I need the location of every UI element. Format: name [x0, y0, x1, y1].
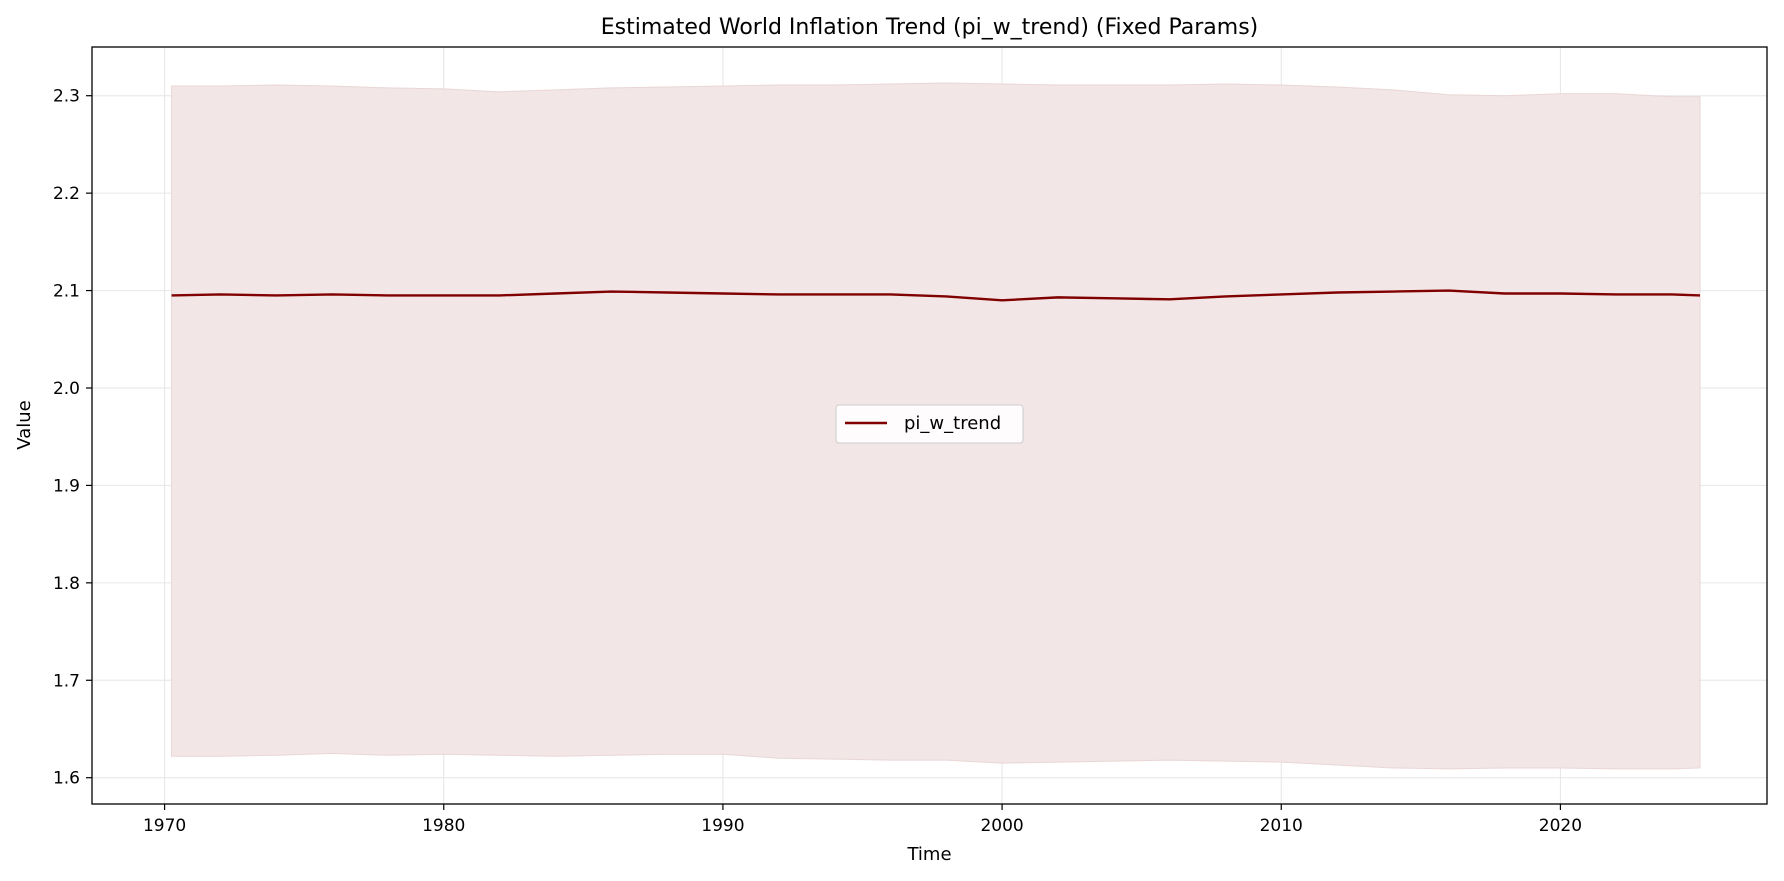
x-axis-label: Time [906, 844, 951, 865]
y-tick-label: 2.1 [53, 282, 80, 302]
plot-frame [91, 46, 1768, 805]
y-tick-label: 1.9 [53, 476, 80, 496]
x-axis-ticks: 1970 1980 1990 2000 2010 2020 [143, 804, 1582, 836]
series-line-pi_w_trend [171, 289, 1701, 302]
y-axis-label: Value [14, 400, 35, 449]
y-tick-label: 2.3 [53, 87, 80, 107]
x-tick-label: 1980 [422, 816, 465, 836]
x-tick-label: 2020 [1539, 816, 1582, 836]
x-tick-label: 1970 [143, 816, 186, 836]
x-tick-label: 1990 [701, 816, 744, 836]
y-tick-label: 1.8 [53, 574, 80, 594]
y-tick-label: 1.7 [53, 671, 80, 691]
y-tick-label: 1.6 [53, 769, 80, 789]
legend-label: pi_w_trend [904, 413, 1001, 434]
legend: pi_w_trend [835, 404, 1024, 444]
chart-title: Estimated World Inflation Trend (pi_w_tr… [601, 15, 1259, 40]
series-line-layer [171, 289, 1701, 302]
x-tick-label: 2000 [980, 816, 1023, 836]
y-tick-label: 2.2 [53, 184, 80, 204]
y-tick-label: 2.0 [53, 379, 80, 399]
y-axis-ticks: 1.6 1.7 1.8 1.9 2.0 2.1 2.2 2.3 [53, 87, 92, 789]
x-tick-label: 2010 [1260, 816, 1303, 836]
legend-box [835, 404, 1024, 444]
